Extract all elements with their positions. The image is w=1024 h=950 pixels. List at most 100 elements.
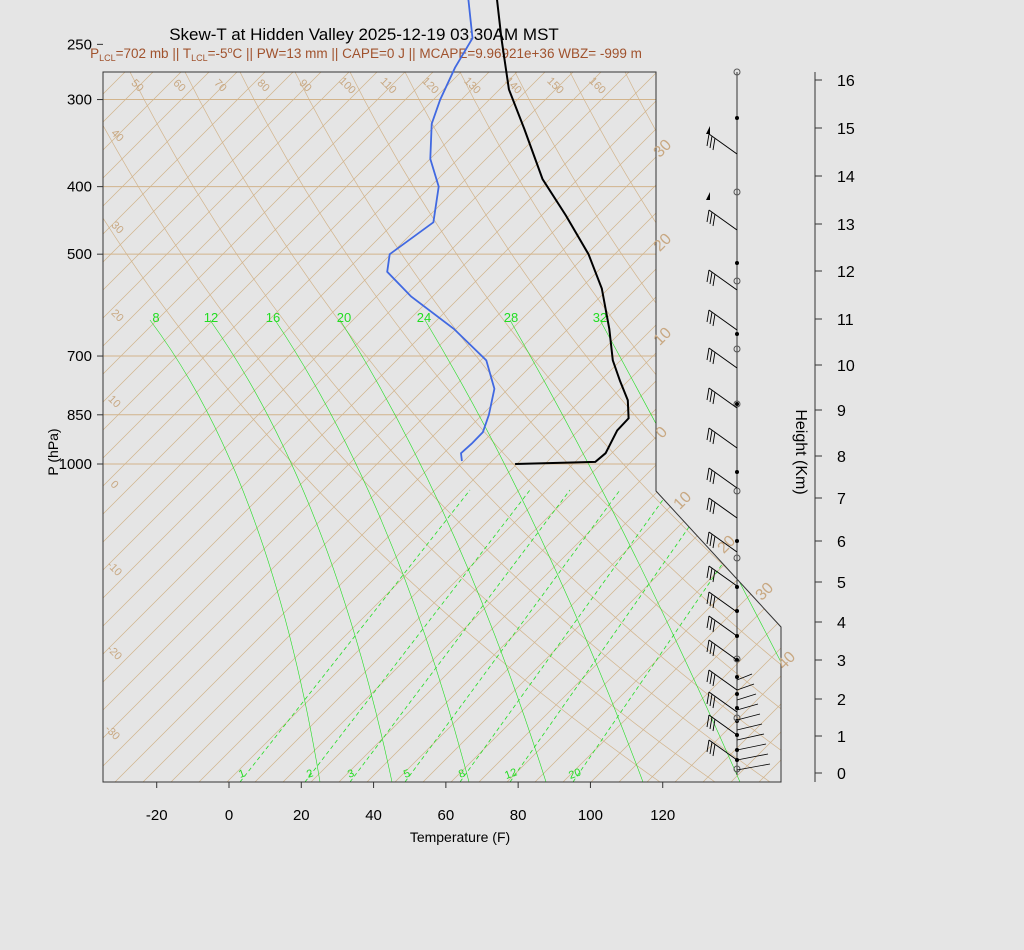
isotherm <box>843 62 1024 782</box>
height-tick-label: 2 <box>837 692 846 709</box>
isotherm <box>338 72 781 782</box>
moist-adiabat <box>339 319 547 782</box>
wind-barb-flag <box>712 695 716 709</box>
isotherm-label: 70 <box>212 77 229 94</box>
wind-barb-flag <box>712 673 716 687</box>
height-tick-label: 5 <box>837 575 846 592</box>
mixing-ratio-bottom-label: 12 <box>503 766 519 781</box>
wind-level-circle <box>733 655 741 663</box>
wind-level-circle <box>733 400 741 408</box>
wind-barb-flag <box>706 133 710 147</box>
isotherm <box>310 72 781 782</box>
isotherm <box>103 72 528 782</box>
wind-level-dot <box>735 539 739 543</box>
dry-adiabat <box>624 72 781 782</box>
wind-barb-flag <box>709 271 713 285</box>
isotherm <box>103 72 248 782</box>
height-axis-label: Height (Km) <box>792 409 809 494</box>
height-tick-label: 14 <box>837 169 855 186</box>
height-tick-label: 10 <box>837 358 855 375</box>
wind-barb-flag <box>706 615 710 629</box>
wind-level-dot <box>735 470 739 474</box>
mixing-ratio-bottom-label: 3 <box>346 767 356 780</box>
x-tick-label: -20 <box>146 807 168 824</box>
mixing-ratio-bottom-label: 1 <box>237 767 247 780</box>
dewpoint-line <box>386 0 496 462</box>
isotherm <box>983 62 1024 782</box>
wind-barb-flag <box>709 617 713 631</box>
wind-level-circle <box>733 345 741 353</box>
wind-barb-flag <box>712 391 716 405</box>
mixing-ratio-line <box>572 489 774 782</box>
y-tick-label: 250 <box>67 36 92 53</box>
wind-barb-flag <box>709 741 713 755</box>
wind-barb <box>708 565 738 587</box>
wind-barb-flag <box>706 565 710 579</box>
height-tick-label: 3 <box>837 653 846 670</box>
isotherm <box>646 72 781 782</box>
isotherm-label: 160 <box>586 75 607 96</box>
moist-adiabat <box>209 319 393 782</box>
wind-barb <box>708 714 738 736</box>
wind-barb-flag <box>712 313 716 327</box>
isotherm <box>955 62 1024 782</box>
dry-adiabat <box>349 72 781 782</box>
height-tick-label: 12 <box>837 264 855 281</box>
y-tick-label: 400 <box>67 179 92 196</box>
dry-adiabat <box>459 72 781 782</box>
isotherm <box>198 72 781 782</box>
mixing-ratio-bottom-label: 2 <box>305 767 315 780</box>
wind-barb-flag <box>712 137 716 151</box>
plot-frame <box>102 71 782 783</box>
mixing-ratio-line <box>459 489 671 782</box>
isotherm <box>506 72 781 782</box>
wind-barb-flag <box>706 531 710 545</box>
dry-adiabat <box>103 72 716 782</box>
isotherm <box>899 62 1024 782</box>
wind-level-dot <box>735 402 739 406</box>
wind-barb <box>708 639 738 661</box>
isotherm-label: 150 <box>544 75 565 96</box>
wind-barb <box>708 739 738 761</box>
isotherm <box>103 72 696 782</box>
wind-barb-flag <box>712 569 716 583</box>
isotherm <box>1011 62 1024 782</box>
dry-adiabat <box>845 72 1024 782</box>
wind-barb-flag <box>712 619 716 633</box>
wind-barb-flag <box>712 643 716 657</box>
isotherm-label: 120 <box>419 75 440 96</box>
chart-subtitle: PLCL=702 mb || TLCL=-5oC || PW=13 mm || … <box>90 45 642 63</box>
wind-barb-low <box>736 753 769 761</box>
wind-barb <box>708 133 738 155</box>
wind-barb <box>708 497 738 519</box>
moist-adiabat <box>424 319 644 782</box>
isotherm-big-label: 10 <box>671 488 696 513</box>
wind-barb-flag <box>709 135 713 149</box>
moist-adiabat <box>509 319 741 782</box>
wind-barb-flag <box>709 533 713 547</box>
isotherm <box>103 72 752 782</box>
wind-barb-flag <box>712 595 716 609</box>
wind-barb-low <box>736 733 765 741</box>
mixing-ratio-line <box>239 489 471 782</box>
wind-barb-low <box>736 693 757 701</box>
isotherm-big-label: 40 <box>775 648 800 673</box>
chart-title: Skew-T at Hidden Valley 2025-12-19 03:30… <box>169 25 559 44</box>
wind-barb-flag <box>709 716 713 730</box>
wind-level-dot <box>735 116 739 120</box>
isotherm <box>103 72 192 782</box>
isotherm-label: 130 <box>461 75 482 96</box>
isotherm-label: 50 <box>129 77 146 94</box>
height-tick-label: 11 <box>837 312 854 329</box>
wind-barb-flag <box>709 641 713 655</box>
height-tick-label: 4 <box>837 615 846 632</box>
dry-adiabat <box>734 72 781 782</box>
mixing-ratio-label: 28 <box>504 310 518 325</box>
wind-level-circle <box>733 765 741 773</box>
wind-barb-flag <box>706 739 710 753</box>
wind-profile <box>706 68 771 775</box>
dry-adiabat <box>129 72 771 782</box>
mixing-ratio-label: 16 <box>266 310 280 325</box>
